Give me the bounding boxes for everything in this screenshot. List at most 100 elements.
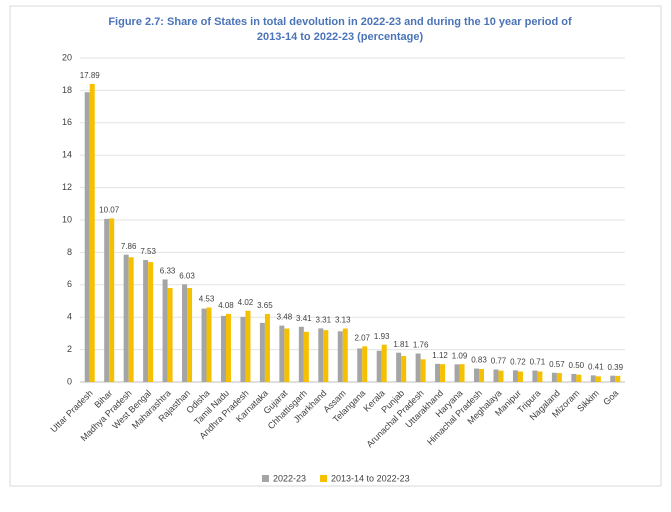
legend-label: 2013-14 to 2022-23 [331, 473, 410, 483]
y-tick-label: 18 [62, 85, 72, 95]
bar [362, 346, 368, 382]
data-label: 3.65 [257, 301, 273, 310]
bar [303, 331, 309, 382]
data-label: 0.41 [588, 362, 604, 371]
data-label: 6.03 [179, 271, 195, 280]
data-label: 0.50 [569, 361, 585, 370]
bar [420, 359, 426, 382]
bar [143, 260, 149, 382]
data-label: 2.07 [354, 333, 370, 342]
data-label: 1.76 [413, 341, 429, 350]
data-label: 1.12 [432, 351, 448, 360]
legend-label: 2022-23 [273, 473, 306, 483]
bar [610, 375, 616, 382]
bar [396, 352, 402, 382]
chart-title: Figure 2.7: Share of States in total dev… [108, 16, 572, 28]
bar [415, 353, 421, 382]
y-tick-label: 12 [62, 182, 72, 192]
bar [512, 370, 518, 382]
y-tick-label: 20 [62, 52, 72, 62]
data-label: 3.31 [316, 315, 332, 324]
bar [474, 368, 480, 382]
bar [454, 364, 460, 382]
bar [590, 375, 596, 382]
bar [240, 316, 246, 382]
bar [187, 288, 193, 382]
data-label: 1.09 [452, 351, 468, 360]
data-label: 7.86 [121, 242, 137, 251]
legend-swatch [320, 475, 328, 482]
bar [493, 369, 499, 382]
bar [576, 374, 582, 382]
bar [342, 328, 348, 382]
data-label: 6.33 [160, 267, 176, 276]
chart-frame [9, 5, 662, 487]
data-label: 10.07 [99, 205, 120, 214]
bar [595, 376, 601, 382]
bar [201, 308, 207, 382]
y-tick-label: 0 [67, 376, 72, 386]
bar [498, 370, 504, 382]
bar [182, 284, 188, 382]
y-tick-label: 2 [67, 344, 72, 354]
bar [537, 371, 543, 382]
data-label: 7.53 [140, 247, 156, 256]
bar [323, 330, 329, 382]
y-tick-label: 10 [62, 214, 72, 224]
bar [517, 371, 523, 382]
bar [220, 315, 226, 382]
bar [109, 218, 115, 382]
bar [162, 279, 168, 382]
legend-swatch [262, 475, 269, 482]
bar [123, 254, 129, 382]
data-label: 3.48 [277, 313, 293, 322]
y-tick-label: 14 [62, 150, 72, 160]
data-label: 4.02 [238, 298, 254, 307]
bar [376, 350, 382, 382]
bar [264, 313, 270, 382]
y-tick-label: 6 [67, 279, 72, 289]
bar [571, 373, 577, 382]
bar [225, 313, 231, 382]
data-label: 4.53 [199, 295, 215, 304]
y-tick-label: 16 [62, 117, 72, 127]
bar [435, 363, 441, 382]
bar [279, 325, 285, 382]
bar [440, 364, 446, 382]
bar [357, 348, 363, 382]
data-label: 4.08 [218, 301, 234, 310]
bar [381, 344, 387, 382]
data-label: 0.83 [471, 356, 487, 365]
data-label: 1.81 [393, 340, 409, 349]
bar [245, 310, 251, 382]
data-label: 3.13 [335, 316, 351, 325]
y-tick-label: 8 [67, 247, 72, 257]
bar [532, 370, 538, 382]
data-label: 0.71 [530, 358, 546, 367]
data-label: 0.72 [510, 357, 526, 366]
bar [318, 328, 324, 382]
bar [89, 83, 95, 383]
data-label: 17.89 [80, 71, 101, 80]
data-label: 1.93 [374, 332, 390, 341]
chart-title: 2013-14 to 2022-23 (percentage) [257, 31, 424, 43]
data-label: 0.57 [549, 360, 565, 369]
bar [556, 373, 562, 382]
bar [167, 288, 173, 382]
data-label: 0.77 [491, 357, 507, 366]
bar [148, 262, 154, 382]
bar [459, 364, 465, 382]
data-label: 3.41 [296, 314, 312, 323]
bar [284, 328, 290, 382]
bar [128, 257, 134, 382]
bar [84, 92, 90, 382]
bar [401, 356, 407, 382]
data-label: 0.39 [607, 363, 623, 372]
y-tick-label: 4 [67, 312, 72, 322]
bar [551, 372, 557, 382]
bar [104, 218, 110, 382]
bar [298, 326, 304, 382]
bar [206, 307, 212, 382]
bar [615, 375, 621, 382]
